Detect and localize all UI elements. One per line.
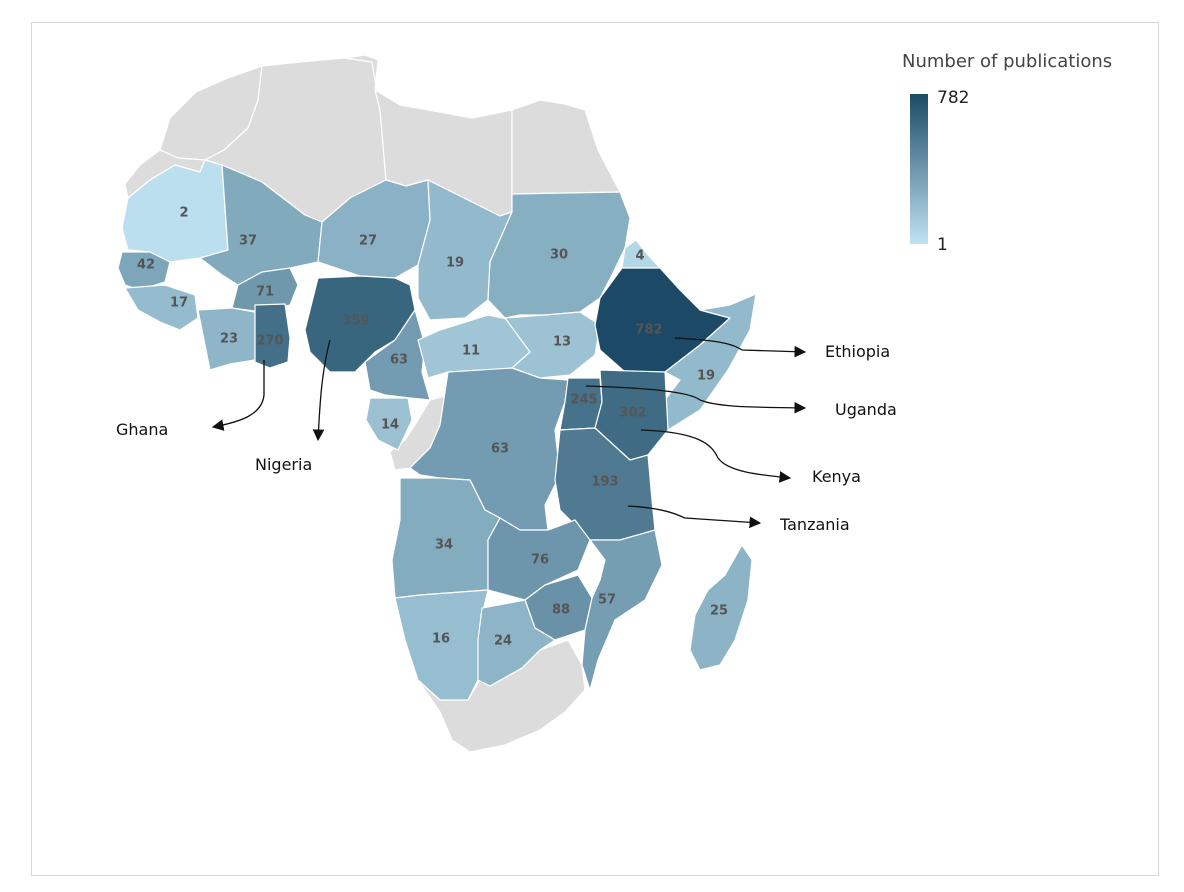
legend-min-label: 1 bbox=[937, 235, 948, 255]
value-label-senegal: 42 bbox=[137, 258, 155, 273]
callout-labels: Ethiopia Uganda Kenya Tanzania Ghana Nig… bbox=[116, 342, 897, 534]
country-gabon bbox=[365, 397, 413, 451]
value-label-somalia: 19 bbox=[697, 369, 715, 384]
country-namibia bbox=[394, 589, 489, 701]
data-countries bbox=[117, 159, 757, 701]
value-label-mozambique: 57 bbox=[598, 593, 616, 608]
value-label-guinea: 17 bbox=[170, 296, 188, 311]
value-label-madagascar: 25 bbox=[710, 604, 728, 619]
legend-title: Number of publications bbox=[902, 51, 1112, 72]
value-label-mauritania: 2 bbox=[179, 206, 188, 221]
country-nigeria bbox=[304, 275, 416, 373]
value-label-cameroon: 63 bbox=[390, 353, 408, 368]
value-label-south-sudan: 13 bbox=[553, 335, 571, 350]
country-south-sudan bbox=[504, 311, 601, 379]
value-label-gabon: 14 bbox=[381, 418, 399, 433]
country-ghana bbox=[254, 303, 291, 369]
callout-label-uganda: Uganda bbox=[835, 400, 897, 419]
country-egypt bbox=[511, 99, 621, 195]
country-zambia bbox=[487, 517, 591, 601]
value-label-cote-divoire: 23 bbox=[220, 332, 238, 347]
callout-line-ghana bbox=[211, 360, 265, 431]
value-label-zambia: 76 bbox=[531, 553, 549, 568]
callout-line-ethiopia bbox=[674, 337, 807, 358]
value-label-mali: 37 bbox=[239, 234, 257, 249]
country-botswana bbox=[477, 599, 556, 687]
callout-line-kenya bbox=[640, 429, 792, 483]
value-label-burkina-faso: 71 bbox=[256, 285, 274, 300]
country-mozambique bbox=[581, 529, 663, 691]
callout-label-kenya: Kenya bbox=[812, 467, 861, 486]
value-label-namibia: 16 bbox=[432, 632, 450, 647]
value-labels: 2 37 27 19 30 4 42 17 71 23 270 359 63 1… bbox=[137, 206, 728, 649]
callout-label-ghana: Ghana bbox=[116, 420, 168, 439]
value-label-kenya: 302 bbox=[619, 406, 646, 421]
value-label-niger: 27 bbox=[359, 234, 377, 249]
legend-max-label: 782 bbox=[937, 88, 969, 108]
country-madagascar bbox=[689, 544, 753, 671]
callout-lines bbox=[211, 337, 807, 529]
callout-line-tanzania bbox=[627, 505, 762, 529]
value-label-angola: 34 bbox=[435, 538, 453, 553]
value-label-central-african-republic: 11 bbox=[462, 344, 480, 359]
legend: Number of publications 782 1 bbox=[902, 51, 1112, 255]
country-cameroon bbox=[364, 309, 431, 401]
callout-line-uganda bbox=[585, 385, 807, 414]
value-label-uganda: 245 bbox=[570, 393, 597, 408]
callout-label-nigeria: Nigeria bbox=[255, 455, 312, 474]
callout-line-nigeria bbox=[312, 339, 331, 442]
country-cote-divoire bbox=[197, 307, 256, 371]
callout-label-ethiopia: Ethiopia bbox=[825, 342, 890, 361]
country-guinea bbox=[124, 284, 199, 331]
value-label-botswana: 24 bbox=[494, 634, 512, 649]
value-label-ethiopia: 782 bbox=[635, 323, 662, 338]
callout-label-tanzania: Tanzania bbox=[779, 515, 850, 534]
value-label-zimbabwe: 88 bbox=[552, 603, 570, 618]
value-label-dr-congo: 63 bbox=[491, 442, 509, 457]
value-label-nigeria: 359 bbox=[342, 314, 369, 329]
legend-color-bar bbox=[910, 94, 928, 244]
value-label-chad: 19 bbox=[446, 256, 464, 271]
value-label-tanzania: 193 bbox=[591, 475, 618, 490]
value-label-eritrea: 4 bbox=[635, 249, 644, 264]
value-label-ghana: 270 bbox=[256, 334, 283, 349]
value-label-sudan: 30 bbox=[550, 248, 568, 263]
